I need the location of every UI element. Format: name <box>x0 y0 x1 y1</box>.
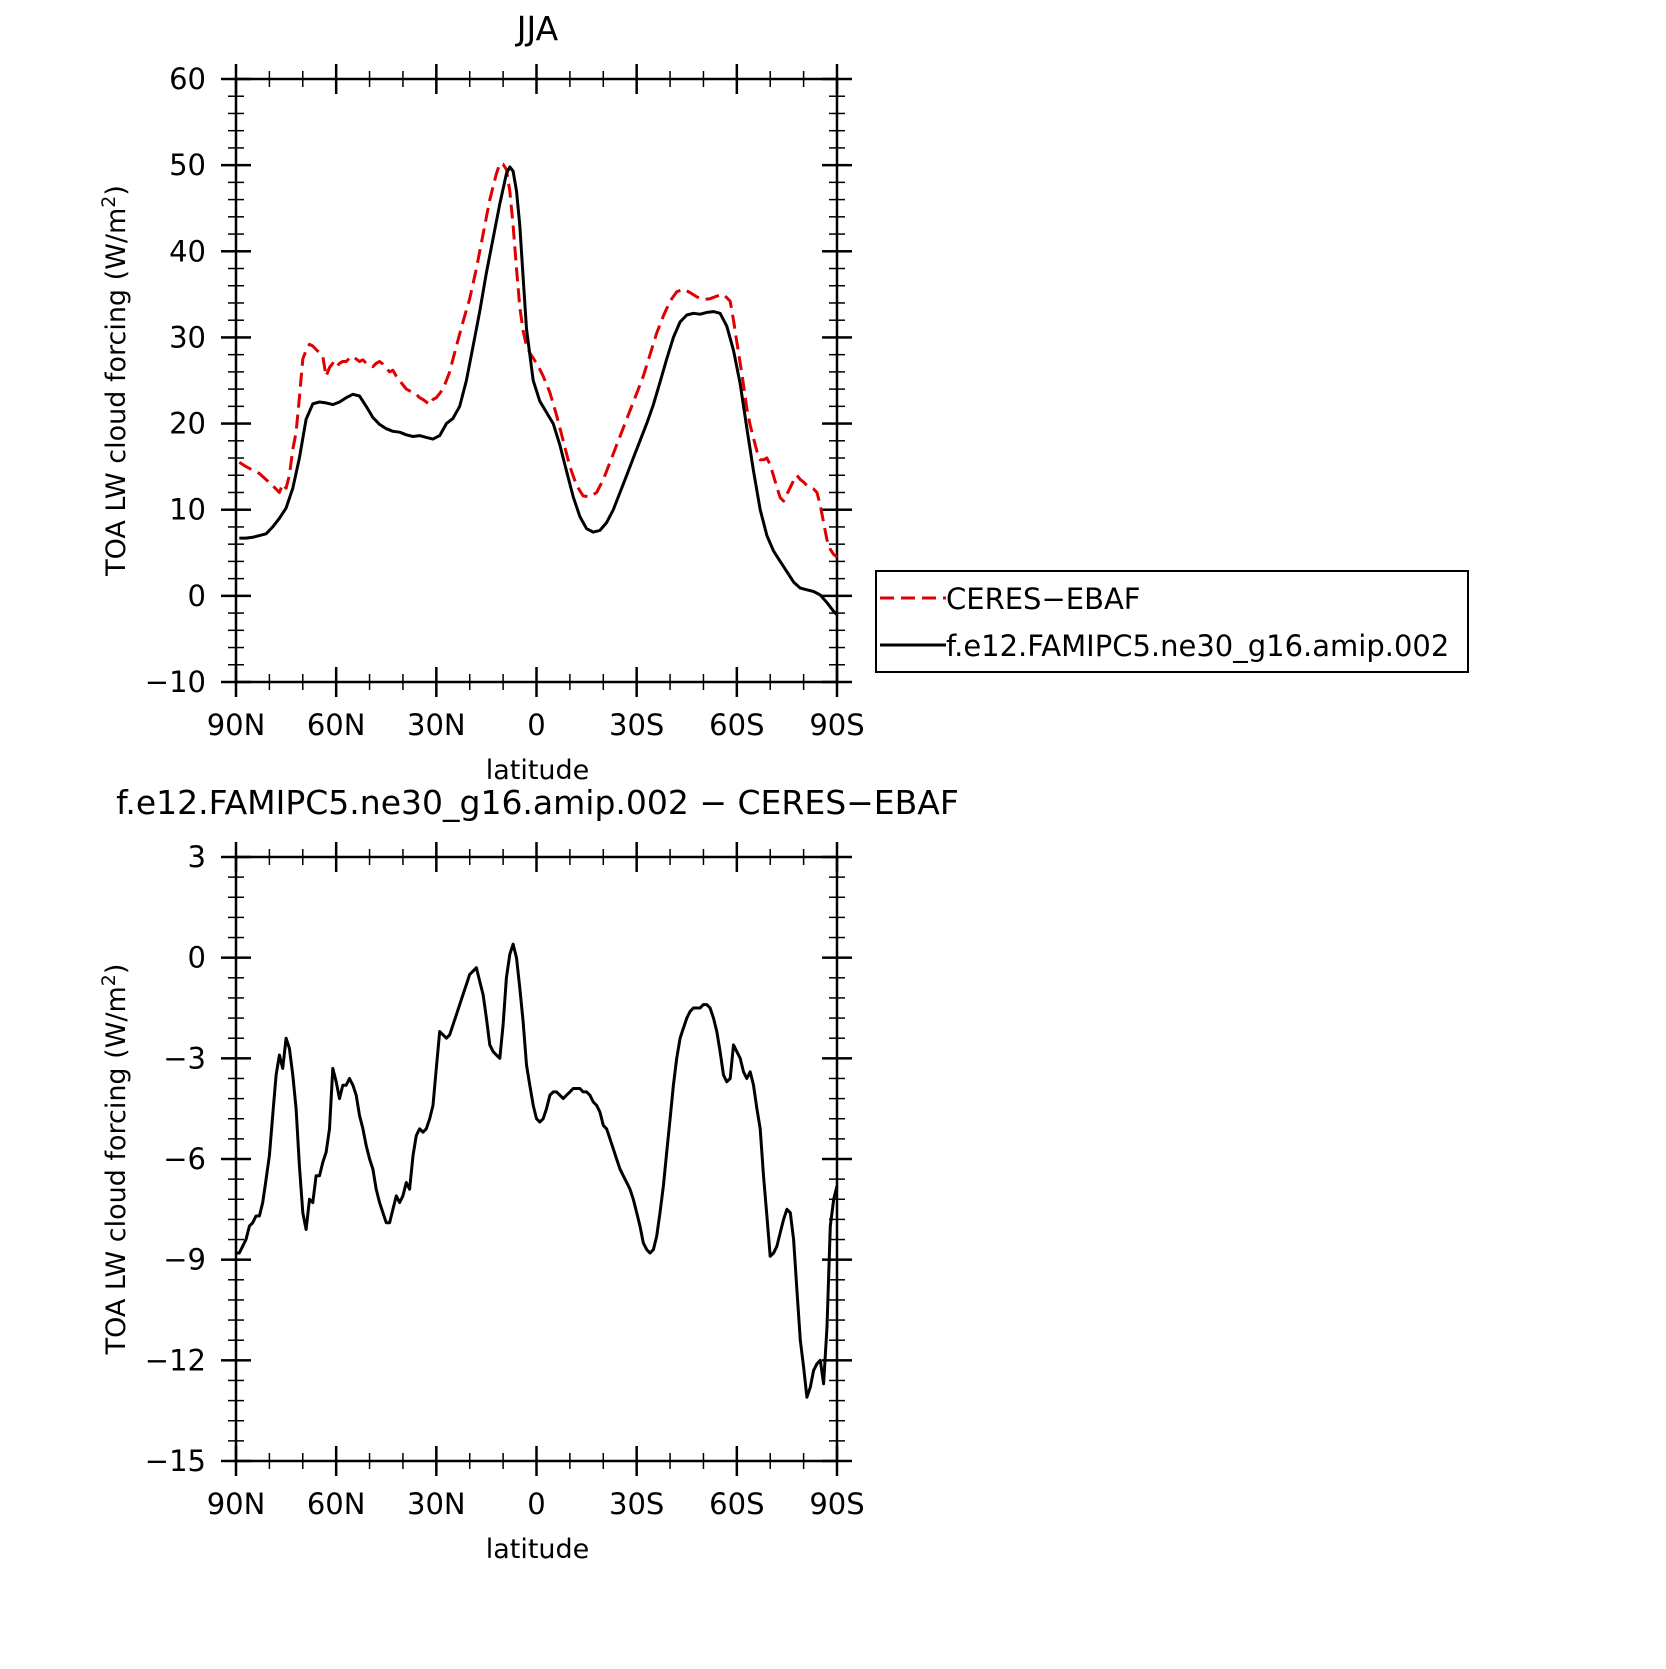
top-y-tick-label: 60 <box>169 62 206 96</box>
bottom-series-line-0 <box>236 942 839 1399</box>
bottom-x-axis-label: latitude <box>486 1534 590 1565</box>
top-y-axis: −10 0 10 20 30 40 50 60 <box>145 62 852 699</box>
top-y-tick-label: 50 <box>169 148 206 182</box>
legend-label-model: f.e12.FAMIPC5.ne30_g16.amip.002 <box>946 629 1449 663</box>
top-x-tick-label: 30N <box>407 708 466 742</box>
top-plot-frame <box>234 77 839 684</box>
top-series-line-0 <box>238 161 838 559</box>
bottom-y-tick-label: −15 <box>145 1444 206 1478</box>
top-y-tick-label: 30 <box>169 320 206 354</box>
top-x-tick-label: 60S <box>709 708 764 742</box>
top-x-tick-label: 60N <box>307 708 366 742</box>
bottom-x-tick-label: 60S <box>709 1487 764 1521</box>
top-x-tick-label: 90S <box>809 708 864 742</box>
bottom-panel: f.e12.FAMIPC5.ne30_g16.amip.002 − CERES−… <box>98 783 959 1565</box>
top-y-tick-label: 10 <box>169 493 206 527</box>
bottom-x-tick-label: 90S <box>809 1487 864 1521</box>
top-y-tick-label: 40 <box>169 234 206 268</box>
bottom-x-axis: 90N 60N 30N 0 30S 60S 90S <box>207 842 865 1521</box>
top-panel: JJA −10 0 10 20 30 40 50 60 90N 60N 30N 0 30S 60S 90S… <box>98 9 1469 786</box>
top-y-axis-label: TOA LW cloud forcing (W/m2) <box>98 185 132 577</box>
bottom-y-tick-label: −9 <box>163 1243 206 1277</box>
top-series-line-1 <box>239 165 839 616</box>
top-y-tick-label: 20 <box>169 407 206 441</box>
bottom-y-tick-label: 0 <box>188 941 206 975</box>
top-x-axis: 90N 60N 30N 0 30S 60S 90S <box>207 64 865 742</box>
legend: CERES−EBAF f.e12.FAMIPC5.ne30_g16.amip.0… <box>875 570 1469 673</box>
bottom-x-tick-label: 30S <box>609 1487 664 1521</box>
bottom-panel-title: f.e12.FAMIPC5.ne30_g16.amip.002 − CERES−… <box>116 783 959 822</box>
bottom-y-tick-label: 3 <box>188 840 206 874</box>
top-x-axis-label: latitude <box>486 755 590 786</box>
legend-box <box>875 570 1469 673</box>
bottom-y-tick-label: −6 <box>163 1142 206 1176</box>
legend-label-ceres: CERES−EBAF <box>946 582 1141 616</box>
bottom-series-layer <box>236 942 839 1399</box>
bottom-y-tick-label: −12 <box>145 1343 206 1377</box>
top-x-tick-label: 0 <box>527 708 545 742</box>
top-y-tick-label: 0 <box>188 579 206 613</box>
top-series-layer <box>238 161 839 616</box>
top-y-tick-label: −10 <box>145 665 206 699</box>
bottom-x-tick-label: 30N <box>407 1487 466 1521</box>
top-panel-title: JJA <box>515 9 559 48</box>
bottom-plot-frame <box>234 855 839 1463</box>
bottom-y-axis: −15 −12 −9 −6 −3 0 3 <box>145 840 852 1478</box>
bottom-x-tick-label: 0 <box>527 1487 545 1521</box>
bottom-x-tick-label: 60N <box>307 1487 366 1521</box>
bottom-y-axis-label: TOA LW cloud forcing (W/m2) <box>98 964 132 1356</box>
bottom-y-tick-label: −3 <box>163 1041 206 1075</box>
top-x-tick-label: 30S <box>609 708 664 742</box>
bottom-x-tick-label: 90N <box>207 1487 266 1521</box>
top-x-tick-label: 90N <box>207 708 266 742</box>
